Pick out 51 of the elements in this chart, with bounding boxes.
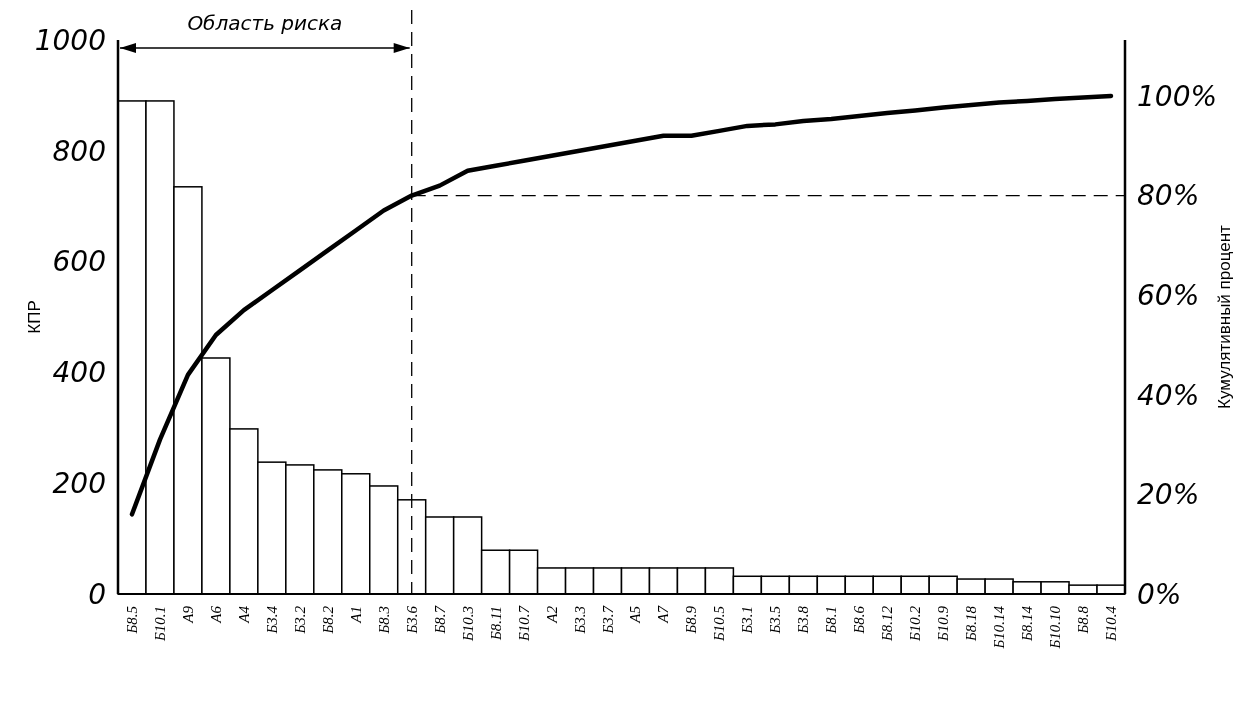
y-tick-label: 200 [52,467,106,500]
x-tick-label: Б8.18 [963,605,980,643]
y-tick-label: 600 [52,245,106,279]
x-tick-label: Б10.7 [515,604,532,643]
x-tick-label: Б3.6 [403,605,420,635]
x-tick-label: Б8.7 [431,604,448,635]
x-tick-label: Б8.6 [851,605,868,635]
x-tick-label: Б10.14 [991,605,1008,650]
y2-tick-label: 100% [1137,79,1218,113]
x-tick-label: А2 [543,605,560,624]
x-tick-label: Б10.1 [151,606,168,643]
x-tick-label: Б10.10 [1047,605,1064,650]
y2-tick-label: 0% [1137,577,1182,611]
y2-tick-label: 40% [1137,378,1200,412]
y-tick-label: 400 [52,356,106,390]
x-tick-label: Б8.2 [319,605,336,635]
y-tick-label: 800 [52,134,106,168]
x-tick-label: Б3.8 [795,605,812,635]
y2-tick-label: 80% [1137,179,1200,213]
x-tick-label: Б8.11 [487,606,504,641]
y-tick-label: 0 [88,577,106,611]
x-tick-label: Б8.5 [123,605,140,635]
text: Область риска [187,11,343,35]
x-tick-label: Б8.9 [683,605,700,635]
x-tick-label: Б8.14 [1019,605,1036,643]
x-tick-label: А6 [207,605,224,624]
x-tick-label: Б10.9 [935,605,952,643]
y2-tick-label: 20% [1137,478,1200,512]
y-tick-label: 1000 [34,23,106,57]
x-tick-label: А1 [347,606,364,624]
x-tick-label: Б3.5 [767,605,784,635]
y-axis-title: КПР [25,300,44,334]
x-tick-label: А4 [235,605,252,624]
x-tick-label: Б3.7 [599,604,616,635]
x-tick-label: Б10.2 [907,605,924,643]
x-tick-label: Б3.4 [263,605,280,635]
x-tick-label: Б8.1 [823,606,840,635]
x-tick-label: А5 [627,605,644,624]
x-tick-label: Б8.12 [879,605,896,643]
x-tick-label: Б10.5 [711,605,728,643]
x-tick-label: Б8.3 [375,606,392,635]
x-tick-label: Б10.4 [1103,605,1120,643]
x-tick-label: А7 [655,604,672,624]
x-tick-label: Б3.3 [571,606,588,635]
y2-tick-label: 60% [1137,279,1200,312]
x-tick-label: Б8.8 [1075,605,1092,635]
y2-axis-title: Кумулятивный процент [1215,224,1234,409]
x-tick-label: А9 [179,605,196,624]
x-tick-label: Б10.3 [459,606,476,643]
x-tick-label: Б3.1 [739,606,756,635]
x-tick-label: Б3.2 [291,605,308,635]
